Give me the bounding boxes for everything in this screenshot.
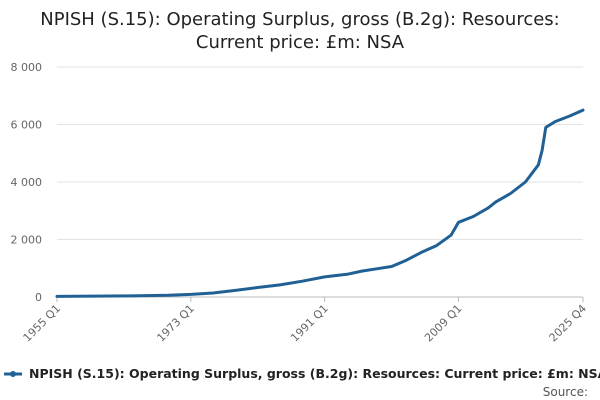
series-line (55, 108, 585, 298)
legend-swatch-marker (10, 371, 16, 377)
chart-title-line-1: NPISH (S.15): Operating Surplus, gross (… (40, 9, 560, 30)
y-axis: 0 2 000 4 000 6 000 8 000 (11, 61, 43, 304)
x-axis: 1955 Q1 1973 Q1 1991 Q1 2009 Q1 2025 Q4 (21, 297, 590, 345)
y-tick-label: 4 000 (11, 176, 43, 189)
y-tick-label: 6 000 (11, 119, 43, 132)
source-label: Source: (543, 385, 588, 399)
y-tick-label: 8 000 (11, 61, 43, 74)
legend[interactable]: NPISH (S.15): Operating Surplus, gross (… (4, 366, 600, 381)
x-tick-label: 1991 Q1 (288, 302, 331, 345)
legend-label: NPISH (S.15): Operating Surplus, gross (… (29, 366, 600, 381)
gridlines (57, 66, 583, 298)
x-tick-label: 1973 Q1 (154, 302, 197, 345)
y-tick-label: 0 (35, 291, 42, 304)
chart-title-line-2: Current price: £m: NSA (195, 32, 405, 53)
x-tick-label: 1955 Q1 (21, 302, 64, 345)
x-tick-label: 2009 Q1 (422, 302, 465, 345)
x-tick-label: 2025 Q4 (547, 302, 590, 345)
y-tick-label: 2 000 (11, 234, 43, 247)
